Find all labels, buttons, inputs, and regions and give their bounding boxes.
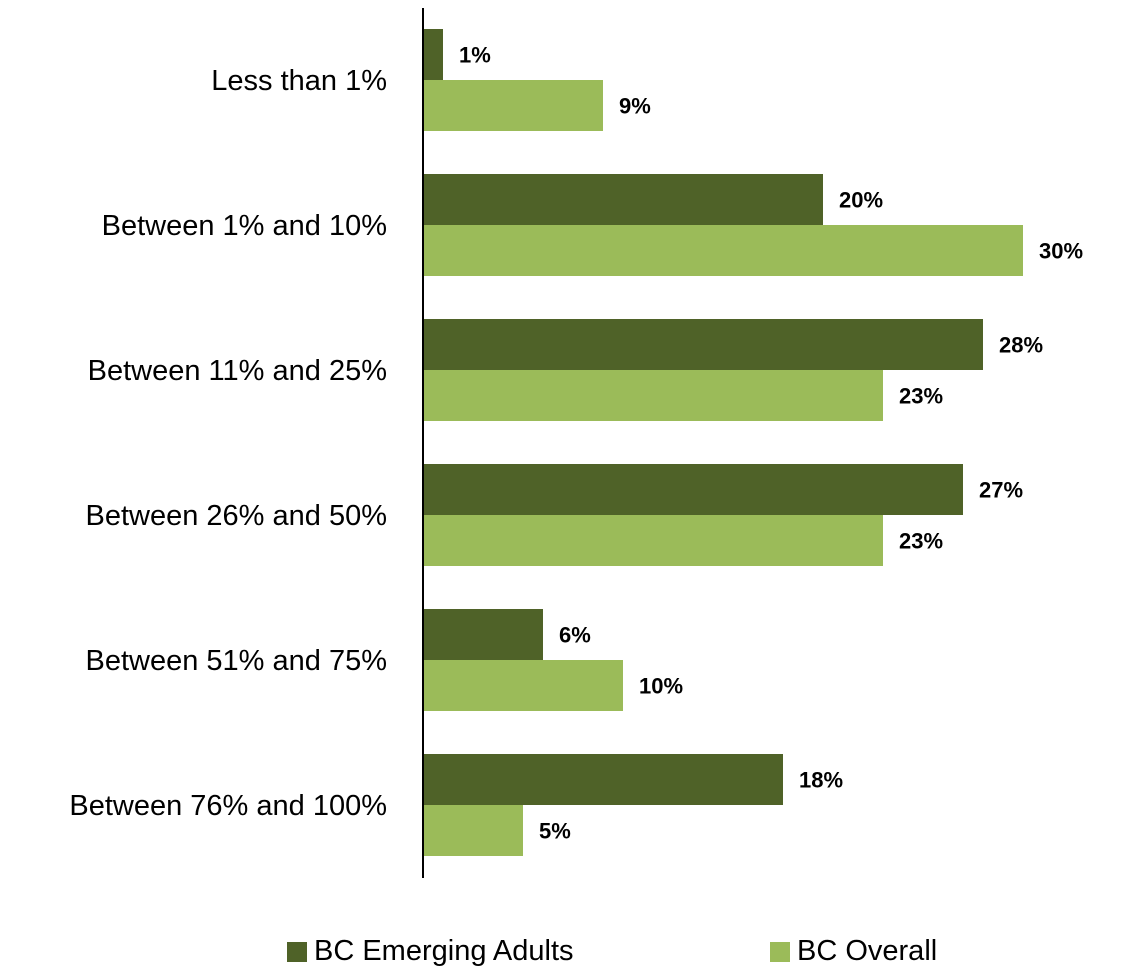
category-label: Less than 1% [211, 65, 387, 97]
data-label-emerging-adults: 27% [979, 478, 1023, 503]
bar-emerging-adults [423, 29, 443, 80]
legend-item-emerging-adults: BC Emerging Adults [287, 935, 574, 968]
bar-overall [423, 805, 523, 856]
bar-overall [423, 515, 883, 566]
category-labels: Less than 1% Between 1% and 10% Between 11… [69, 65, 387, 822]
legend-label-emerging-adults: BC Emerging Adults [314, 935, 574, 967]
bar-emerging-adults [423, 174, 823, 225]
legend-swatch-emerging-adults [287, 941, 307, 962]
data-label-overall: 9% [619, 94, 651, 119]
bars [423, 29, 1023, 856]
category-label: Between 26% and 50% [86, 500, 388, 532]
bar-overall [423, 80, 603, 131]
category-label: Between 76% and 100% [69, 790, 387, 822]
legend-label-overall: BC Overall [797, 935, 938, 967]
bar-overall [423, 660, 623, 711]
data-label-emerging-adults: 20% [839, 188, 883, 213]
bar-overall [423, 225, 1023, 276]
legend-swatch-overall [770, 941, 790, 962]
bar-emerging-adults [423, 754, 783, 805]
bar-emerging-adults [423, 609, 543, 660]
bar-emerging-adults [423, 464, 963, 515]
bar-emerging-adults [423, 319, 983, 370]
category-label: Between 1% and 10% [102, 210, 387, 242]
data-label-overall: 30% [1039, 239, 1083, 264]
category-label: Between 11% and 25% [88, 355, 387, 387]
data-label-overall: 10% [639, 674, 683, 699]
data-label-emerging-adults: 6% [559, 623, 591, 648]
data-label-overall: 23% [899, 529, 943, 554]
bar-overall [423, 370, 883, 421]
data-label-emerging-adults: 18% [799, 768, 843, 793]
data-label-emerging-adults: 28% [999, 333, 1043, 358]
data-label-overall: 5% [539, 819, 571, 844]
data-label-overall: 23% [899, 384, 943, 409]
data-label-emerging-adults: 1% [459, 43, 491, 68]
legend-item-overall: BC Overall [770, 935, 937, 968]
category-label: Between 51% and 75% [86, 645, 388, 677]
legend: BC Emerging Adults BC Overall [0, 935, 1122, 975]
data-labels: 1% 9% 20% 30% 28% 23% 27% 23% 6% 10% 18% 5% [459, 43, 1083, 844]
